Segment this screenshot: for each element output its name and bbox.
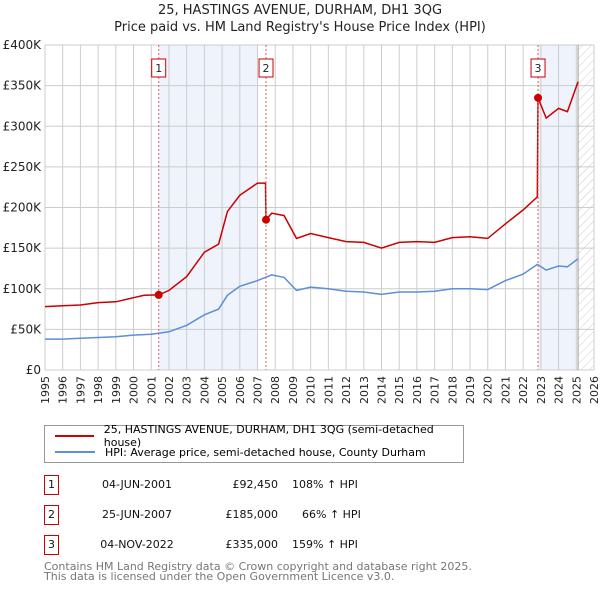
sale-date: 25-JUN-2007	[101, 508, 173, 521]
x-tick-label: 2002	[163, 376, 176, 404]
x-tick-label: 2012	[340, 376, 353, 404]
sale-label-box	[258, 58, 274, 78]
x-tick-label: 2016	[411, 376, 424, 404]
legend-swatch-price	[55, 435, 94, 437]
y-tick-label: £100K	[3, 282, 43, 296]
x-tick-label: 1996	[57, 376, 70, 404]
x-tick-label: 2008	[269, 376, 282, 404]
y-tick-label: £150K	[3, 241, 43, 255]
x-tick-label: 1999	[110, 376, 123, 404]
x-tick-label: 2003	[181, 376, 194, 404]
x-tick-label: 2022	[517, 376, 530, 404]
x-tick-label: 2015	[393, 376, 406, 404]
x-tick-label: 2009	[287, 376, 300, 404]
x-tick-label: 2010	[305, 376, 318, 404]
price-paid-line	[44, 81, 579, 308]
x-tick-label: 1997	[74, 376, 87, 404]
legend: 25, HASTINGS AVENUE, DURHAM, DH1 3QG (se…	[44, 423, 464, 463]
sale-marker-badge: 1	[44, 475, 59, 495]
sale-price: £185,000	[225, 508, 279, 521]
x-tick-label: 2018	[446, 376, 459, 404]
x-tick-label: 2020	[482, 376, 495, 404]
sale-label: 3	[535, 62, 542, 75]
x-tick-label: 2007	[252, 376, 265, 404]
x-tick-label: 2017	[429, 376, 442, 404]
sale-hpi: 66% ↑ HPI	[302, 508, 361, 521]
x-tick-label: 2025	[570, 376, 583, 404]
x-tick-label: 1998	[92, 376, 105, 404]
sale-label-box	[530, 58, 546, 78]
sale-marker-badge: 3	[44, 535, 59, 555]
x-tick-label: 2006	[234, 376, 247, 404]
x-tick-label: 1995	[39, 376, 52, 404]
x-tick-label: 2004	[198, 376, 211, 404]
x-tick-label: 2005	[216, 376, 229, 404]
x-tick-label: 2000	[128, 376, 141, 404]
x-tick-label: 2013	[358, 376, 371, 404]
sale-label: 1	[155, 62, 162, 75]
sale-point	[262, 215, 271, 224]
sale-point	[154, 290, 163, 299]
y-tick-label: £0	[26, 363, 41, 377]
footer-licence: This data is licensed under the Open Gov…	[44, 570, 395, 583]
x-tick-label: 2011	[322, 376, 335, 404]
y-tick-label: £400K	[3, 38, 43, 52]
x-tick-label: 2024	[553, 376, 566, 404]
x-tick-label: 2014	[375, 376, 388, 404]
y-tick-label: £200K	[3, 201, 43, 215]
sale-marker-badge: 2	[44, 505, 59, 525]
sale-label-box	[151, 58, 167, 78]
line-chart: 1995 1996 1997 1998 1999 2000 2001 2002 2003 2004…	[3, 38, 600, 404]
y-tick-label: £350K	[3, 79, 43, 93]
legend-swatch-hpi	[55, 451, 95, 453]
footer-copyright: Contains HM Land Registry data © Crown c…	[44, 560, 472, 573]
x-tick-label: 2023	[535, 376, 548, 404]
y-tick-label: £300K	[3, 119, 43, 133]
legend-label-hpi: HPI: Average price, semi-detached house,…	[105, 445, 426, 459]
sale-label: 2	[263, 62, 270, 75]
sale-hpi: 108% ↑ HPI	[292, 478, 358, 491]
sale-date: 04-NOV-2022	[100, 538, 174, 551]
hpi-line	[45, 258, 579, 340]
sale-price: £92,450	[232, 478, 279, 491]
y-tick-label: £250K	[3, 160, 43, 174]
sale-price: £335,000	[225, 538, 279, 551]
chart-title: 25, HASTINGS AVENUE, DURHAM, DH1 3QG	[157, 3, 443, 18]
sale-point	[534, 93, 543, 102]
x-tick-label: 2021	[499, 376, 512, 404]
sale-hpi: 159% ↑ HPI	[292, 538, 358, 551]
x-tick-label: 2019	[464, 376, 477, 404]
x-tick-label: 2001	[145, 376, 158, 404]
x-tick-label: 2026	[588, 376, 600, 404]
chart-subtitle: Price paid vs. HM Land Registry's House …	[114, 20, 486, 35]
legend-label-price: 25, HASTINGS AVENUE, DURHAM, DH1 3QG (se…	[103, 423, 434, 449]
sale-date: 04-JUN-2001	[101, 478, 173, 491]
y-tick-label: £50K	[10, 322, 42, 336]
